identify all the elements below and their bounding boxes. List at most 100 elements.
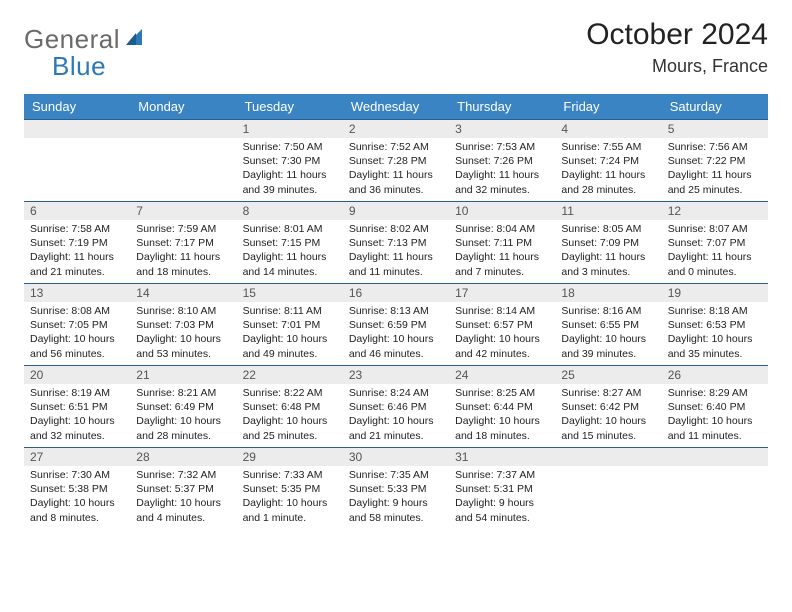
calendar-day-cell: 7Sunrise: 7:59 AMSunset: 7:17 PMDaylight…	[130, 202, 236, 284]
day-details: Sunrise: 7:56 AMSunset: 7:22 PMDaylight:…	[662, 138, 768, 201]
weekday-header: Saturday	[662, 94, 768, 120]
calendar-day-cell: 12Sunrise: 8:07 AMSunset: 7:07 PMDayligh…	[662, 202, 768, 284]
day-details: Sunrise: 7:37 AMSunset: 5:31 PMDaylight:…	[449, 466, 555, 529]
day-details: Sunrise: 8:11 AMSunset: 7:01 PMDaylight:…	[237, 302, 343, 365]
calendar-week-row: 27Sunrise: 7:30 AMSunset: 5:38 PMDayligh…	[24, 448, 768, 530]
day-number: 12	[662, 202, 768, 220]
title-block: October 2024 Mours, France	[586, 18, 768, 77]
weekday-header: Wednesday	[343, 94, 449, 120]
day-number: 18	[555, 284, 661, 302]
calendar-day-cell: 31Sunrise: 7:37 AMSunset: 5:31 PMDayligh…	[449, 448, 555, 530]
day-number: 27	[24, 448, 130, 466]
calendar-page: General October 2024 Mours, France Blue …	[0, 0, 792, 530]
calendar-day-cell: 17Sunrise: 8:14 AMSunset: 6:57 PMDayligh…	[449, 284, 555, 366]
day-number: 6	[24, 202, 130, 220]
day-details: Sunrise: 7:59 AMSunset: 7:17 PMDaylight:…	[130, 220, 236, 283]
calendar-day-cell: 21Sunrise: 8:21 AMSunset: 6:49 PMDayligh…	[130, 366, 236, 448]
logo-sail-icon	[124, 27, 144, 52]
day-number: 28	[130, 448, 236, 466]
calendar-empty-cell	[662, 448, 768, 530]
calendar-week-row: 20Sunrise: 8:19 AMSunset: 6:51 PMDayligh…	[24, 366, 768, 448]
calendar-day-cell: 10Sunrise: 8:04 AMSunset: 7:11 PMDayligh…	[449, 202, 555, 284]
calendar-day-cell: 3Sunrise: 7:53 AMSunset: 7:26 PMDaylight…	[449, 120, 555, 202]
calendar-day-cell: 29Sunrise: 7:33 AMSunset: 5:35 PMDayligh…	[237, 448, 343, 530]
day-number: 3	[449, 120, 555, 138]
day-details: Sunrise: 7:52 AMSunset: 7:28 PMDaylight:…	[343, 138, 449, 201]
day-details: Sunrise: 8:05 AMSunset: 7:09 PMDaylight:…	[555, 220, 661, 283]
location: Mours, France	[586, 56, 768, 77]
calendar-day-cell: 9Sunrise: 8:02 AMSunset: 7:13 PMDaylight…	[343, 202, 449, 284]
day-details: Sunrise: 8:13 AMSunset: 6:59 PMDaylight:…	[343, 302, 449, 365]
day-number: 24	[449, 366, 555, 384]
calendar-day-cell: 16Sunrise: 8:13 AMSunset: 6:59 PMDayligh…	[343, 284, 449, 366]
calendar-day-cell: 25Sunrise: 8:27 AMSunset: 6:42 PMDayligh…	[555, 366, 661, 448]
day-number: 19	[662, 284, 768, 302]
day-details: Sunrise: 8:04 AMSunset: 7:11 PMDaylight:…	[449, 220, 555, 283]
day-details: Sunrise: 8:24 AMSunset: 6:46 PMDaylight:…	[343, 384, 449, 447]
day-number: 16	[343, 284, 449, 302]
calendar-day-cell: 18Sunrise: 8:16 AMSunset: 6:55 PMDayligh…	[555, 284, 661, 366]
day-details: Sunrise: 8:25 AMSunset: 6:44 PMDaylight:…	[449, 384, 555, 447]
day-number: 15	[237, 284, 343, 302]
day-number: 13	[24, 284, 130, 302]
calendar-day-cell: 15Sunrise: 8:11 AMSunset: 7:01 PMDayligh…	[237, 284, 343, 366]
calendar-day-cell: 26Sunrise: 8:29 AMSunset: 6:40 PMDayligh…	[662, 366, 768, 448]
day-details: Sunrise: 8:07 AMSunset: 7:07 PMDaylight:…	[662, 220, 768, 283]
month-title: October 2024	[586, 18, 768, 52]
calendar-day-cell: 4Sunrise: 7:55 AMSunset: 7:24 PMDaylight…	[555, 120, 661, 202]
calendar-day-cell: 23Sunrise: 8:24 AMSunset: 6:46 PMDayligh…	[343, 366, 449, 448]
day-details: Sunrise: 8:02 AMSunset: 7:13 PMDaylight:…	[343, 220, 449, 283]
day-details: Sunrise: 8:18 AMSunset: 6:53 PMDaylight:…	[662, 302, 768, 365]
calendar-week-row: 1Sunrise: 7:50 AMSunset: 7:30 PMDaylight…	[24, 120, 768, 202]
day-details: Sunrise: 7:35 AMSunset: 5:33 PMDaylight:…	[343, 466, 449, 529]
day-number: 10	[449, 202, 555, 220]
header: General October 2024 Mours, France	[24, 18, 768, 77]
calendar-day-cell: 2Sunrise: 7:52 AMSunset: 7:28 PMDaylight…	[343, 120, 449, 202]
day-number: 7	[130, 202, 236, 220]
weekday-header: Monday	[130, 94, 236, 120]
day-number	[24, 120, 130, 138]
calendar-day-cell: 20Sunrise: 8:19 AMSunset: 6:51 PMDayligh…	[24, 366, 130, 448]
day-details: Sunrise: 8:29 AMSunset: 6:40 PMDaylight:…	[662, 384, 768, 447]
calendar-day-cell: 28Sunrise: 7:32 AMSunset: 5:37 PMDayligh…	[130, 448, 236, 530]
calendar-day-cell: 14Sunrise: 8:10 AMSunset: 7:03 PMDayligh…	[130, 284, 236, 366]
day-details: Sunrise: 8:01 AMSunset: 7:15 PMDaylight:…	[237, 220, 343, 283]
day-details: Sunrise: 8:27 AMSunset: 6:42 PMDaylight:…	[555, 384, 661, 447]
day-number: 20	[24, 366, 130, 384]
calendar-body: 1Sunrise: 7:50 AMSunset: 7:30 PMDaylight…	[24, 120, 768, 530]
calendar-day-cell: 11Sunrise: 8:05 AMSunset: 7:09 PMDayligh…	[555, 202, 661, 284]
calendar-day-cell: 22Sunrise: 8:22 AMSunset: 6:48 PMDayligh…	[237, 366, 343, 448]
weekday-header: Sunday	[24, 94, 130, 120]
day-number: 2	[343, 120, 449, 138]
day-details: Sunrise: 7:30 AMSunset: 5:38 PMDaylight:…	[24, 466, 130, 529]
day-number: 30	[343, 448, 449, 466]
day-details: Sunrise: 7:50 AMSunset: 7:30 PMDaylight:…	[237, 138, 343, 201]
calendar-empty-cell	[130, 120, 236, 202]
day-number: 23	[343, 366, 449, 384]
day-details: Sunrise: 7:58 AMSunset: 7:19 PMDaylight:…	[24, 220, 130, 283]
day-details: Sunrise: 7:33 AMSunset: 5:35 PMDaylight:…	[237, 466, 343, 529]
calendar-day-cell: 30Sunrise: 7:35 AMSunset: 5:33 PMDayligh…	[343, 448, 449, 530]
day-number: 1	[237, 120, 343, 138]
day-details: Sunrise: 8:22 AMSunset: 6:48 PMDaylight:…	[237, 384, 343, 447]
day-number: 25	[555, 366, 661, 384]
logo-text-blue: Blue	[52, 51, 106, 81]
calendar-day-cell: 1Sunrise: 7:50 AMSunset: 7:30 PMDaylight…	[237, 120, 343, 202]
day-details: Sunrise: 8:10 AMSunset: 7:03 PMDaylight:…	[130, 302, 236, 365]
day-details: Sunrise: 8:16 AMSunset: 6:55 PMDaylight:…	[555, 302, 661, 365]
day-number: 11	[555, 202, 661, 220]
day-details: Sunrise: 8:21 AMSunset: 6:49 PMDaylight:…	[130, 384, 236, 447]
day-details: Sunrise: 8:19 AMSunset: 6:51 PMDaylight:…	[24, 384, 130, 447]
calendar-day-cell: 19Sunrise: 8:18 AMSunset: 6:53 PMDayligh…	[662, 284, 768, 366]
day-number: 8	[237, 202, 343, 220]
calendar-week-row: 6Sunrise: 7:58 AMSunset: 7:19 PMDaylight…	[24, 202, 768, 284]
calendar-day-cell: 6Sunrise: 7:58 AMSunset: 7:19 PMDaylight…	[24, 202, 130, 284]
day-number	[555, 448, 661, 466]
calendar-day-cell: 13Sunrise: 8:08 AMSunset: 7:05 PMDayligh…	[24, 284, 130, 366]
weekday-header: Thursday	[449, 94, 555, 120]
day-number: 29	[237, 448, 343, 466]
day-details: Sunrise: 8:14 AMSunset: 6:57 PMDaylight:…	[449, 302, 555, 365]
calendar-table: SundayMondayTuesdayWednesdayThursdayFrid…	[24, 94, 768, 530]
calendar-week-row: 13Sunrise: 8:08 AMSunset: 7:05 PMDayligh…	[24, 284, 768, 366]
day-number: 9	[343, 202, 449, 220]
